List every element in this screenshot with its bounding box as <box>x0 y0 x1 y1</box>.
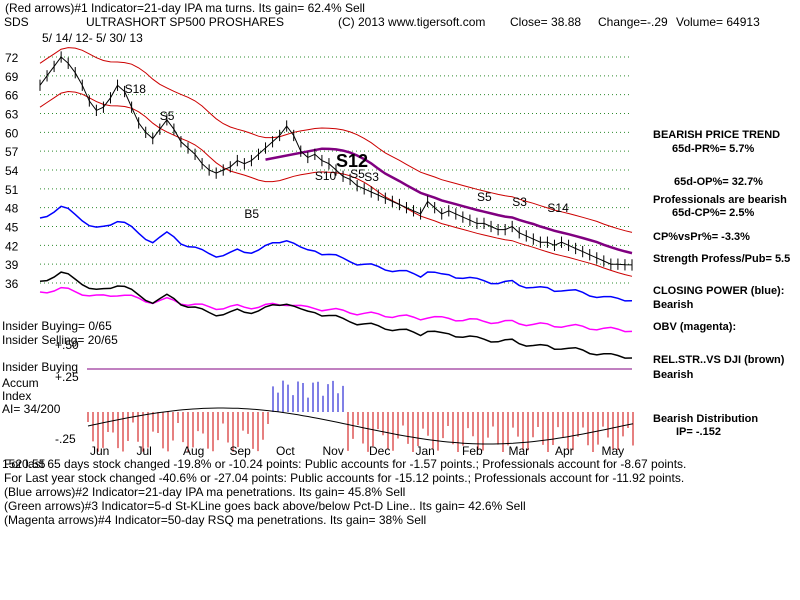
month-tick-label: Dec <box>369 444 390 458</box>
header-name: ULTRASHORT SP500 PROSHARES <box>86 15 284 29</box>
signal-label: S3 <box>364 170 379 184</box>
insider-buying-label: Insider Buying <box>2 360 78 374</box>
pr-percent: 65d-PR%= 5.7% <box>672 143 754 155</box>
price-tick-label: 63 <box>5 108 19 122</box>
price-tick-label: 39 <box>5 258 19 272</box>
footer-magenta-arrows: (Magenta arrows)#4 Indicator=50-day RSQ … <box>4 513 426 527</box>
bearish-price-trend: BEARISH PRICE TREND <box>653 129 780 141</box>
rel-strength-line <box>39 271 633 359</box>
obv-label: OBV (magenta): <box>653 321 736 333</box>
price-tick-label: 72 <box>5 51 19 65</box>
price-tick-label: 54 <box>5 164 19 178</box>
signal-label: S5 <box>350 167 365 181</box>
footer-blue-arrows: (Blue arrows)#2 Indicator=21-day IPA ma … <box>4 485 405 499</box>
moving-average-line <box>265 147 633 255</box>
insider-buying-count: Insider Buying= 0/65 <box>2 319 112 333</box>
header-red-arrows: (Red arrows)#1 Indicator=21-day IPA ma t… <box>5 1 365 15</box>
month-tick-label: Apr <box>555 444 574 458</box>
signal-label: S10 <box>315 169 337 183</box>
signal-label: S5 <box>160 109 175 123</box>
signal-label: B5 <box>244 207 259 221</box>
header-change: Change=-.29 <box>598 15 668 29</box>
professionals-bearish: Professionals are bearish <box>653 194 787 206</box>
cp-vs-pr: CP%vsPr%= -3.3% <box>653 231 750 243</box>
signal-label: S18 <box>125 82 147 96</box>
accum-average-line <box>87 407 634 445</box>
accum-label: Accum <box>2 376 39 390</box>
lower-band-line <box>39 90 633 277</box>
op-percent: 65d-OP%= 32.7% <box>674 176 763 188</box>
price-axis: 72 69 66 63 60 57 54 51 48 45 42 39 36 <box>5 51 19 291</box>
cp-percent: 65d-CP%= 2.5% <box>672 207 754 219</box>
ip-value: IP= -.152 <box>676 426 721 438</box>
insider-selling-count: Insider Selling= 20/65 <box>2 333 118 347</box>
month-tick-label: May <box>602 444 625 458</box>
footer-65day: For last 65 days stock changed -19.8% or… <box>4 457 686 471</box>
indicator-lines <box>39 205 633 359</box>
footer-last-year: For Last year stock changed -40.6% or -2… <box>4 471 684 485</box>
signal-label: S12 <box>336 151 368 171</box>
price-tick-label: 51 <box>5 183 19 197</box>
header-copyright: (C) 2013 www.tigersoft.com <box>338 15 485 29</box>
header-close: Close= 38.88 <box>510 15 581 29</box>
price-close-line <box>39 56 633 266</box>
month-tick-label: Nov <box>323 444 344 458</box>
month-tick-label: Jul <box>137 444 152 458</box>
header-date-range: 5/ 14/ 12- 5/ 30/ 13 <box>42 31 143 45</box>
upper-band-line <box>39 47 633 233</box>
accum-tick-label: +.25 <box>55 370 79 384</box>
month-tick-label: Jan <box>416 444 435 458</box>
price-tick-label: 36 <box>5 277 19 291</box>
closing-power-label: CLOSING POWER (blue): <box>653 285 784 297</box>
price-tick-label: 45 <box>5 221 19 235</box>
price-series <box>39 51 633 271</box>
rel-strength-label: REL.STR..VS DJI (brown) <box>653 354 785 366</box>
price-tick-label: 48 <box>5 202 19 216</box>
price-tick-label: 42 <box>5 239 19 253</box>
closing-power-status: Bearish <box>653 299 694 311</box>
accum-tick-label: -.25 <box>55 432 76 446</box>
month-tick-label: Mar <box>509 444 530 458</box>
ai-value: AI= 34/200 <box>2 402 61 416</box>
month-tick-label: Feb <box>462 444 483 458</box>
accum-tick-label: +.50 <box>55 338 79 352</box>
footer-green-arrows: (Green arrows)#3 Indicator=5-d St-KLine … <box>4 499 526 513</box>
signal-label: S14 <box>547 201 569 215</box>
month-tick-label: Oct <box>276 444 295 458</box>
obv-line <box>39 286 633 333</box>
index-label: Index <box>2 389 31 403</box>
header-volume: Volume= 64913 <box>676 15 760 29</box>
footer-overstrike: 1520.55 <box>2 457 46 471</box>
month-tick-label: Aug <box>183 444 204 458</box>
accum-index-panel: +.50 +.25 -.25 <box>55 338 634 452</box>
strength-profess-pub: Strength Profess/Pub= 5.5 <box>653 253 790 265</box>
price-tick-label: 69 <box>5 70 19 84</box>
price-tick-label: 57 <box>5 145 19 159</box>
bearish-distribution: Bearish Distribution <box>653 413 758 425</box>
signal-label: S5 <box>477 190 492 204</box>
month-tick-label: Jun <box>90 444 109 458</box>
month-tick-label: Sep <box>230 444 252 458</box>
header-symbol: SDS <box>4 15 29 29</box>
rel-strength-status: Bearish <box>653 369 694 381</box>
price-tick-label: 66 <box>5 89 19 103</box>
price-tick-label: 60 <box>5 126 19 140</box>
closing-power-line <box>39 205 633 302</box>
signal-label: S3 <box>512 195 527 209</box>
month-axis: Jun Jul Aug Sep Oct Nov Dec Jan Feb Mar Apr May <box>90 444 624 458</box>
